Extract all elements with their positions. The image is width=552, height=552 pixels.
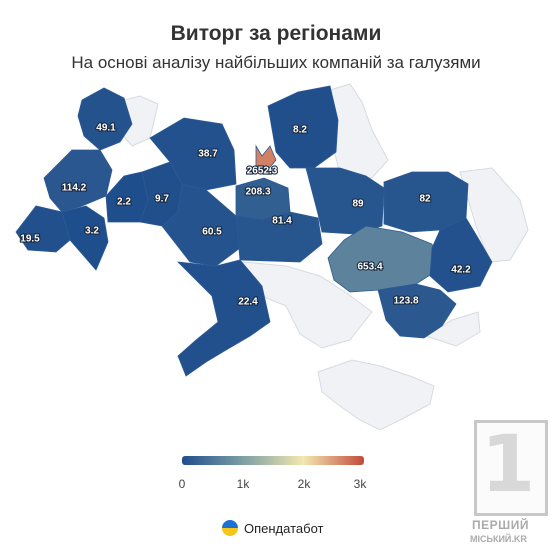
region-17[interactable]: [377, 283, 457, 339]
region-15[interactable]: [327, 225, 439, 293]
region-nodata-north-east: [329, 83, 389, 179]
region-value-label: 82: [419, 194, 431, 205]
scale-tick-0: 0: [178, 477, 186, 491]
region-nodata-crimea: [317, 359, 435, 431]
region-labels: 49.1 114.2 19.5 3.2 2.2 9.7 38.7 60.5 22.4 208.3 2…: [19, 122, 472, 309]
brand-name: Опендатабот: [244, 520, 324, 536]
watermark-frame: [474, 420, 548, 516]
region-value-label: 3.2: [85, 226, 99, 237]
scale-tick-1k: 1k: [236, 477, 250, 491]
region-value-label: 9.7: [155, 194, 169, 205]
region-8[interactable]: [176, 259, 271, 377]
brand-logo: Опендатабот: [222, 520, 323, 536]
region-value-label: 81.4: [272, 216, 292, 227]
region-value-label: 42.2: [451, 265, 471, 276]
region-value-label: 2.2: [117, 197, 131, 208]
map-title: Виторг за регіонами: [170, 22, 382, 45]
region-nodata-east: [459, 167, 529, 263]
region-9[interactable]: [235, 177, 291, 221]
region-value-label: 49.1: [96, 123, 116, 134]
region-value-label: 8.2: [293, 125, 307, 136]
region-value-label: 653.4: [357, 262, 382, 273]
region-6[interactable]: [149, 117, 237, 191]
data-regions: [15, 85, 493, 377]
region-value-label: 208.3: [245, 187, 270, 198]
region-1[interactable]: [43, 149, 113, 213]
region-value-label: 114.2: [62, 183, 87, 194]
scale-tick-3k: 3k: [353, 477, 367, 491]
watermark-line2: МІСЬКИЙ.KR: [470, 534, 527, 544]
region-11[interactable]: [235, 211, 323, 263]
region-0[interactable]: [77, 87, 133, 151]
map-subtitle: На основі аналізу найбільших компаній за…: [71, 53, 481, 72]
scale-tick-2k: 2k: [297, 477, 311, 491]
region-value-label: 19.5: [20, 234, 40, 245]
color-scale-bar: [182, 456, 364, 465]
watermark: 1 ПЕРШИЙ МІСЬКИЙ.KR: [468, 414, 552, 552]
region-nodata-south-east: [424, 311, 481, 347]
region-value-label: 60.5: [202, 227, 222, 238]
region-3[interactable]: [61, 205, 109, 271]
region-10[interactable]: [255, 144, 277, 173]
watermark-digit: 1: [480, 420, 536, 510]
region-value-label: 123.8: [393, 296, 418, 307]
opendatabot-logo-icon: [222, 520, 238, 536]
watermark-line1: ПЕРШИЙ: [472, 518, 529, 532]
region-12[interactable]: [267, 85, 339, 169]
region-value-label: 2652.3: [247, 166, 278, 177]
region-value-label: 89: [352, 199, 364, 210]
region-13[interactable]: [305, 167, 385, 235]
region-16[interactable]: [429, 217, 493, 293]
region-value-label: 22.4: [238, 297, 258, 308]
region-value-label: 38.7: [198, 149, 218, 160]
